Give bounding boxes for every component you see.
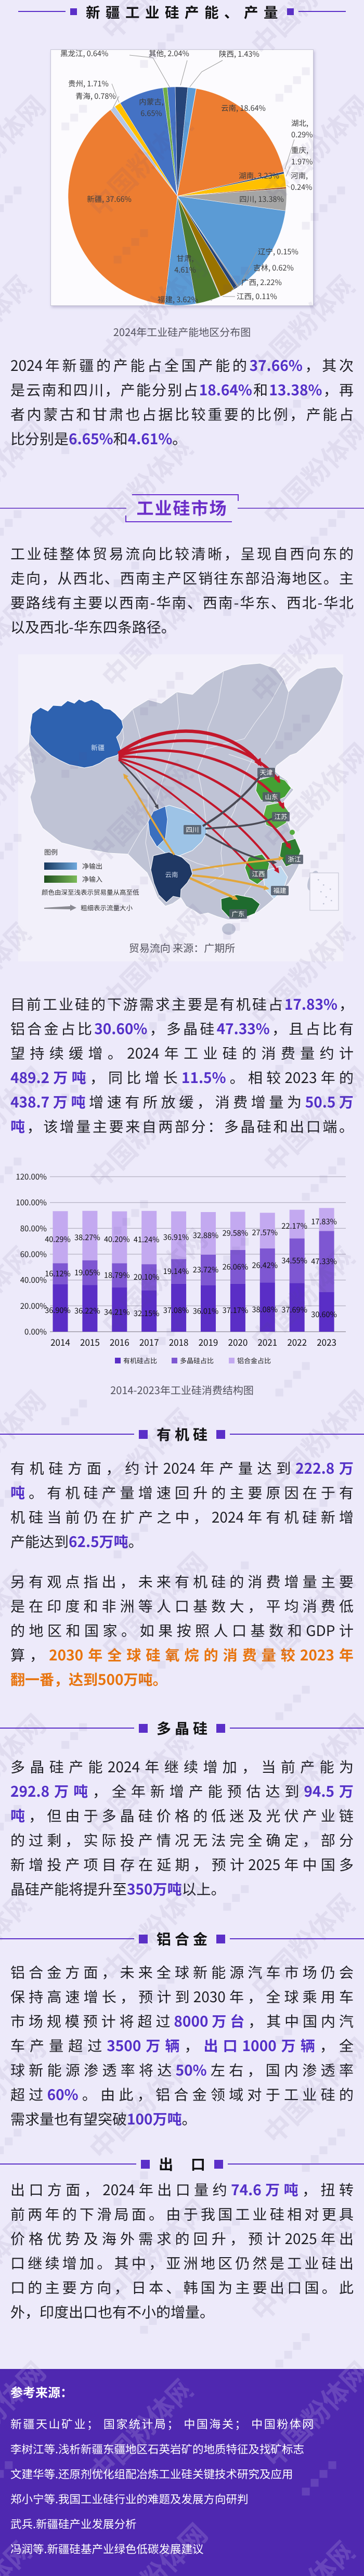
svg-text:19.14%: 19.14% (163, 1266, 189, 1277)
svg-text:吉林, 0.62%: 吉林, 0.62% (253, 262, 294, 273)
svg-text:2017: 2017 (139, 1335, 159, 1348)
svg-text:100.00%: 100.00% (16, 1197, 47, 1208)
svg-text:贵州, 1.71%: 贵州, 1.71% (68, 78, 109, 89)
svg-text:20.00%: 20.00% (20, 1300, 47, 1311)
svg-text:32.88%: 32.88% (193, 1230, 219, 1241)
svg-text:湖北,: 湖北, (291, 118, 308, 128)
svg-text:多晶硅占比: 多晶硅占比 (180, 1356, 214, 1366)
svg-text:38.27%: 38.27% (74, 1232, 100, 1243)
svg-text:净输入: 净输入 (82, 874, 102, 884)
svg-text:37.08%: 37.08% (163, 1305, 189, 1316)
svg-text:云南: 云南 (165, 869, 178, 879)
svg-text:2018: 2018 (169, 1335, 189, 1348)
svg-text:80.00%: 80.00% (20, 1223, 47, 1234)
svg-text:0.00%: 0.00% (24, 1326, 47, 1337)
svg-text:2016: 2016 (110, 1335, 129, 1348)
svg-text:工业硅市场: 工业硅市场 (137, 495, 228, 520)
svg-text:41.24%: 41.24% (134, 1234, 160, 1245)
svg-text:陕西, 1.43%: 陕西, 1.43% (219, 50, 259, 59)
svg-text:2022: 2022 (287, 1335, 307, 1348)
svg-text:2015: 2015 (80, 1335, 100, 1348)
svg-text:山东: 山东 (265, 792, 278, 802)
svg-text:37.17%: 37.17% (223, 1305, 249, 1316)
svg-text:37.69%: 37.69% (281, 1304, 307, 1315)
svg-text:江西, 0.11%: 江西, 0.11% (237, 291, 277, 302)
svg-text:辽宁, 0.15%: 辽宁, 0.15% (258, 246, 298, 257)
svg-text:1.97%: 1.97% (291, 156, 313, 167)
svg-text:铝合金占比: 铝合金占比 (237, 1356, 271, 1366)
svg-text:青海, 0.78%: 青海, 0.78% (75, 91, 116, 101)
svg-text:2020: 2020 (228, 1335, 248, 1348)
svg-text:江苏: 江苏 (274, 812, 287, 821)
svg-text:36.01%: 36.01% (193, 1305, 219, 1316)
svg-text:2019: 2019 (199, 1335, 218, 1348)
svg-text:34.55%: 34.55% (281, 1255, 307, 1266)
svg-text:天津: 天津 (259, 767, 272, 777)
svg-text:粗细表示流量大小: 粗细表示流量大小 (81, 903, 133, 912)
svg-text:有机硅占比: 有机硅占比 (123, 1356, 157, 1366)
svg-text:27.57%: 27.57% (252, 1227, 278, 1238)
svg-text:19.05%: 19.05% (74, 1267, 100, 1278)
svg-text:四川, 13.38%: 四川, 13.38% (239, 194, 284, 204)
svg-text:2021: 2021 (257, 1335, 277, 1348)
svg-text:26.42%: 26.42% (252, 1260, 278, 1271)
svg-text:2023: 2023 (317, 1335, 336, 1348)
svg-text:40.00%: 40.00% (20, 1274, 47, 1285)
svg-text:47.33%: 47.33% (311, 1256, 337, 1267)
svg-text:0.24%: 0.24% (291, 182, 313, 192)
svg-text:36.90%: 36.90% (45, 1305, 71, 1316)
svg-text:内蒙古,: 内蒙古, (139, 96, 164, 107)
svg-text:32.15%: 32.15% (134, 1308, 160, 1319)
svg-text:图例: 图例 (44, 847, 58, 857)
svg-text:23.72%: 23.72% (193, 1264, 219, 1275)
svg-text:新疆, 37.66%: 新疆, 37.66% (87, 194, 132, 204)
svg-text:40.29%: 40.29% (45, 1233, 71, 1244)
svg-text:广西, 2.22%: 广西, 2.22% (241, 277, 282, 288)
svg-text:18.79%: 18.79% (104, 1270, 130, 1281)
svg-text:浙江: 浙江 (288, 854, 301, 864)
svg-text:新疆: 新疆 (91, 742, 105, 752)
svg-text:江西: 江西 (252, 869, 265, 879)
svg-text:29.58%: 29.58% (223, 1227, 249, 1238)
svg-text:36.91%: 36.91% (163, 1232, 189, 1243)
svg-text:22.17%: 22.17% (281, 1220, 307, 1231)
svg-text:福建, 3.62%: 福建, 3.62% (158, 294, 198, 305)
svg-text:湖南, 3.23%: 湖南, 3.23% (239, 170, 279, 181)
svg-text:其他, 2.04%: 其他, 2.04% (149, 50, 189, 59)
svg-text:4.61%: 4.61% (174, 264, 196, 275)
svg-text:福建: 福建 (273, 885, 287, 895)
svg-text:重庆,: 重庆, (291, 145, 308, 156)
svg-text:河南,: 河南, (291, 170, 308, 181)
svg-text:34.21%: 34.21% (104, 1307, 130, 1318)
svg-text:四川: 四川 (186, 825, 199, 834)
svg-text:40.20%: 40.20% (104, 1234, 130, 1245)
svg-text:30.60%: 30.60% (311, 1309, 337, 1320)
svg-text:38.08%: 38.08% (252, 1304, 278, 1315)
svg-text:16.12%: 16.12% (45, 1268, 71, 1279)
svg-text:36.22%: 36.22% (74, 1305, 100, 1316)
svg-text:颜色由深至浅表示贸易量从高至低: 颜色由深至浅表示贸易量从高至低 (42, 887, 139, 897)
svg-text:云南, 18.64%: 云南, 18.64% (221, 102, 266, 113)
svg-text:广东: 广东 (231, 909, 244, 919)
svg-text:净输出: 净输出 (82, 861, 102, 871)
svg-text:60.00%: 60.00% (20, 1249, 47, 1260)
svg-text:17.83%: 17.83% (311, 1216, 337, 1227)
svg-text:26.06%: 26.06% (223, 1261, 249, 1272)
svg-text:0.29%: 0.29% (291, 129, 313, 140)
svg-text:甘肃,: 甘肃, (176, 253, 193, 264)
svg-text:2014: 2014 (50, 1335, 70, 1348)
svg-text:20.10%: 20.10% (134, 1271, 160, 1282)
svg-text:6.65%: 6.65% (140, 108, 162, 119)
svg-text:黑龙江, 0.64%: 黑龙江, 0.64% (60, 50, 108, 59)
svg-text:120.00%: 120.00% (16, 1171, 47, 1182)
